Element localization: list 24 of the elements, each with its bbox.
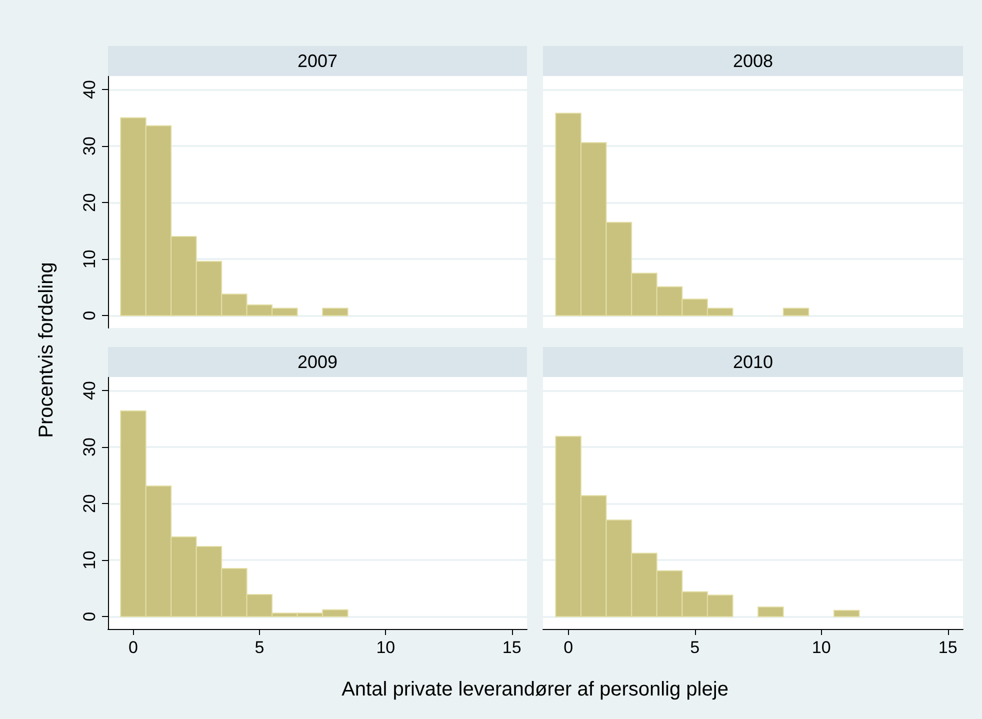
y-tick-label: 0 xyxy=(80,310,99,320)
y-axis-title: Procentvis fordeling xyxy=(36,262,58,438)
x-tick-label: 0 xyxy=(564,638,574,657)
chart-title: 2009 xyxy=(108,347,527,377)
y-tick-label: 0 xyxy=(80,612,99,622)
x-tick-label: 10 xyxy=(376,638,396,657)
x-tick-label: 0 xyxy=(128,638,138,657)
y-tick-label: 20 xyxy=(80,494,99,514)
y-tick-label: 40 xyxy=(80,80,99,100)
x-tick-label: 15 xyxy=(502,638,522,657)
x-axis-title: Antal private leverandører af personlig pleje xyxy=(342,678,728,702)
y-tick-label: 10 xyxy=(80,550,99,570)
chart-title: 2010 xyxy=(543,347,963,377)
y-tick-label: 20 xyxy=(80,193,99,212)
chart-title: 2007 xyxy=(108,46,527,76)
x-tick-label: 5 xyxy=(254,638,264,657)
x-tick-label: 5 xyxy=(690,638,700,657)
x-tick-label: 10 xyxy=(812,638,831,657)
y-tick-label: 40 xyxy=(80,381,99,400)
y-tick-label: 10 xyxy=(80,250,99,269)
x-tick-label: 15 xyxy=(938,638,958,657)
chart-title: 2008 xyxy=(543,46,963,76)
y-tick-label: 30 xyxy=(80,136,99,156)
y-tick-label: 30 xyxy=(80,438,99,457)
